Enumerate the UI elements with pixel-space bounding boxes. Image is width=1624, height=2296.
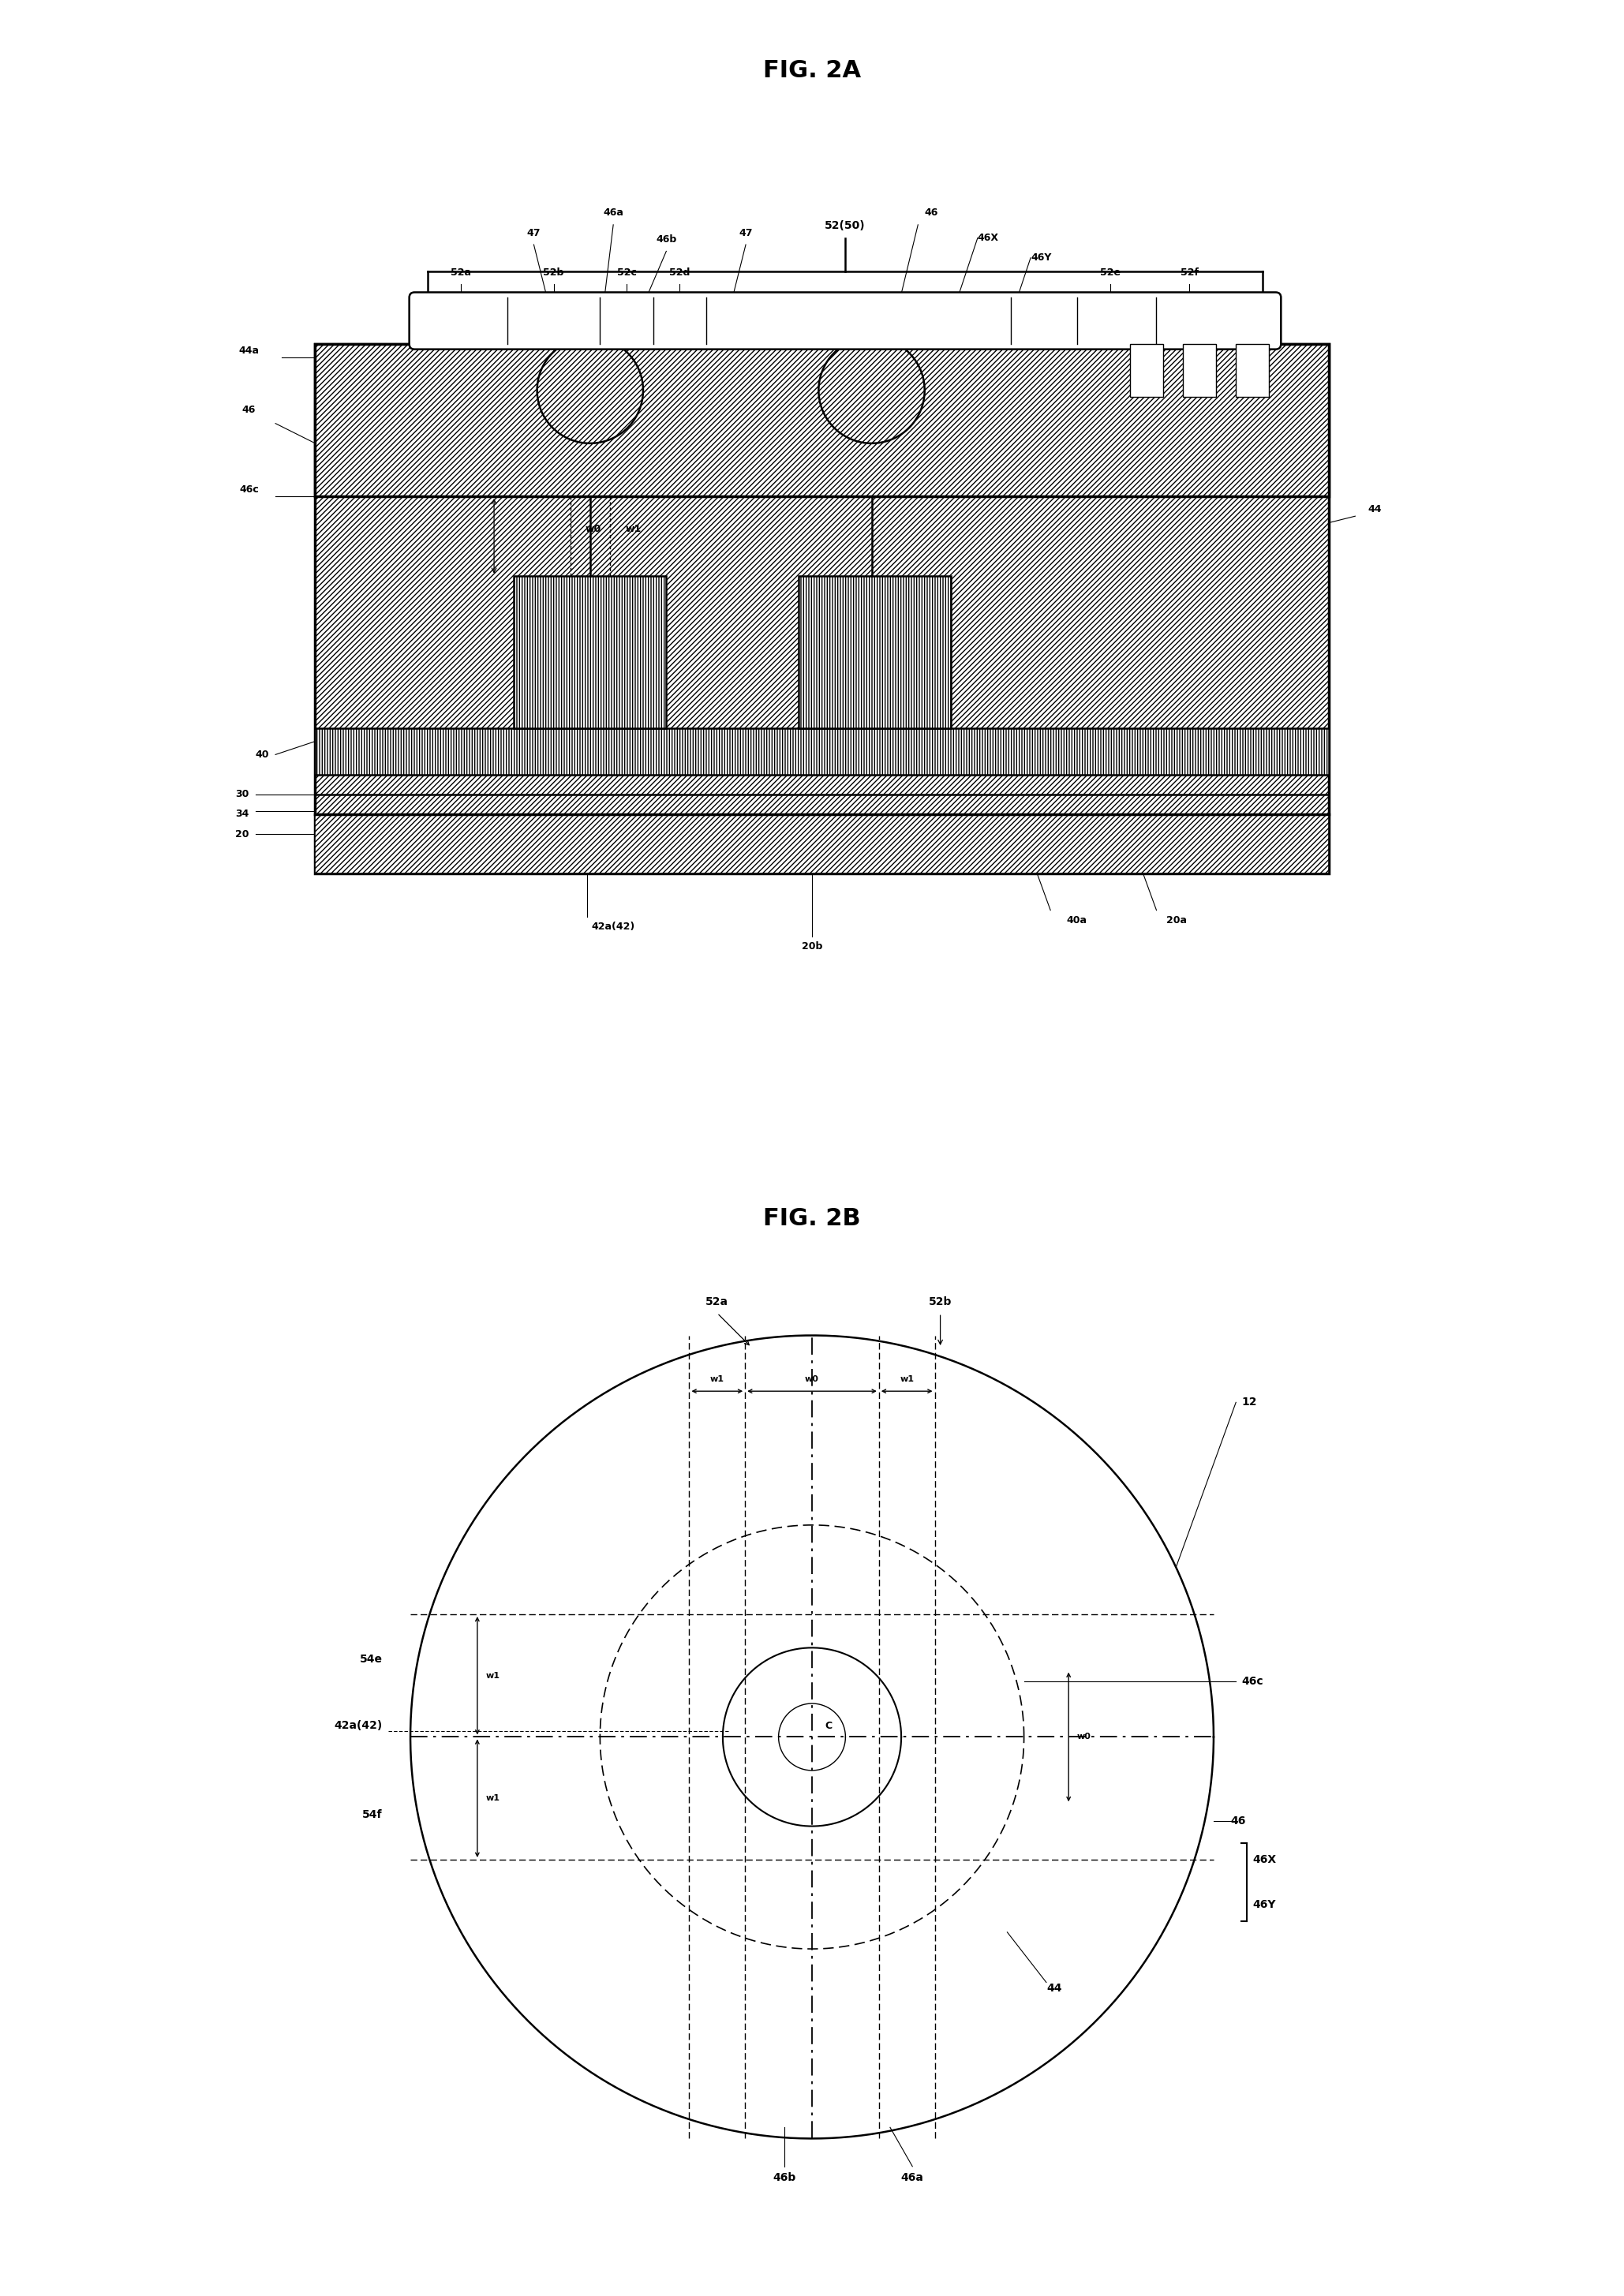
- Text: w1: w1: [486, 1671, 500, 1681]
- Text: 46Y: 46Y: [1031, 253, 1051, 264]
- Text: 40a: 40a: [1067, 916, 1086, 925]
- Bar: [315, 815, 1328, 875]
- Text: 46c: 46c: [239, 484, 258, 496]
- Bar: [1182, 344, 1216, 397]
- Text: 20b: 20b: [802, 941, 822, 953]
- Bar: [315, 344, 1328, 875]
- Text: h1: h1: [461, 425, 474, 436]
- Text: 44a: 44a: [239, 344, 260, 356]
- Polygon shape: [538, 338, 643, 443]
- Text: 54e: 54e: [359, 1653, 383, 1665]
- Bar: [1130, 344, 1163, 397]
- Text: FIG. 2B: FIG. 2B: [763, 1208, 861, 1231]
- Text: 47: 47: [526, 227, 541, 239]
- Text: w1: w1: [486, 1795, 500, 1802]
- Text: 46X: 46X: [978, 232, 999, 243]
- Text: 20a: 20a: [1166, 916, 1187, 925]
- Text: 42a(42): 42a(42): [335, 1720, 383, 1731]
- Text: 54f: 54f: [362, 1809, 383, 1821]
- Text: 44: 44: [1367, 505, 1382, 514]
- Text: w0: w0: [1077, 1733, 1091, 1740]
- Text: 40: 40: [255, 748, 270, 760]
- Bar: [315, 344, 1328, 875]
- Text: 46: 46: [924, 209, 939, 218]
- Text: 52b: 52b: [929, 1297, 952, 1306]
- Text: 34: 34: [235, 808, 248, 820]
- Bar: [513, 576, 666, 728]
- Text: 52e: 52e: [1099, 266, 1121, 278]
- Bar: [1236, 344, 1268, 397]
- Text: w0: w0: [585, 523, 601, 535]
- Text: 46: 46: [1231, 1816, 1246, 1825]
- Text: 52d: 52d: [669, 266, 690, 278]
- Bar: [315, 815, 1328, 875]
- Text: w1: w1: [625, 523, 641, 535]
- Text: 12: 12: [1241, 1396, 1257, 1407]
- Text: 52(50): 52(50): [825, 220, 866, 232]
- Bar: [799, 576, 952, 728]
- Bar: [315, 728, 1328, 774]
- Text: 47: 47: [739, 227, 752, 239]
- FancyBboxPatch shape: [409, 292, 1281, 349]
- Text: 52f: 52f: [1181, 266, 1199, 278]
- Text: 46a: 46a: [901, 2172, 924, 2183]
- Text: 30: 30: [235, 790, 248, 799]
- Text: w0: w0: [806, 1375, 818, 1382]
- Text: 46X: 46X: [1252, 1855, 1276, 1864]
- Text: 46a: 46a: [603, 209, 624, 218]
- Bar: [315, 344, 1328, 496]
- Bar: [799, 576, 952, 728]
- Text: 20: 20: [235, 829, 248, 840]
- Text: w1: w1: [900, 1375, 914, 1382]
- Text: 44: 44: [1046, 1981, 1062, 1993]
- Text: FIG. 2A: FIG. 2A: [763, 60, 861, 83]
- Polygon shape: [818, 338, 924, 443]
- Text: 46: 46: [242, 404, 257, 416]
- Text: C: C: [825, 1720, 833, 1731]
- Text: 52a: 52a: [451, 266, 471, 278]
- Text: w1: w1: [710, 1375, 724, 1382]
- Text: 42a(42): 42a(42): [591, 921, 635, 932]
- Text: 46b: 46b: [656, 234, 677, 246]
- Text: 46b: 46b: [773, 2172, 796, 2183]
- Text: 46c: 46c: [1241, 1676, 1263, 1688]
- Bar: [513, 576, 666, 728]
- Text: 52a: 52a: [706, 1297, 729, 1306]
- Bar: [315, 728, 1328, 774]
- Text: 52c: 52c: [617, 266, 637, 278]
- Bar: [315, 344, 1328, 496]
- Text: 46Y: 46Y: [1252, 1899, 1276, 1910]
- Text: 52b: 52b: [544, 266, 564, 278]
